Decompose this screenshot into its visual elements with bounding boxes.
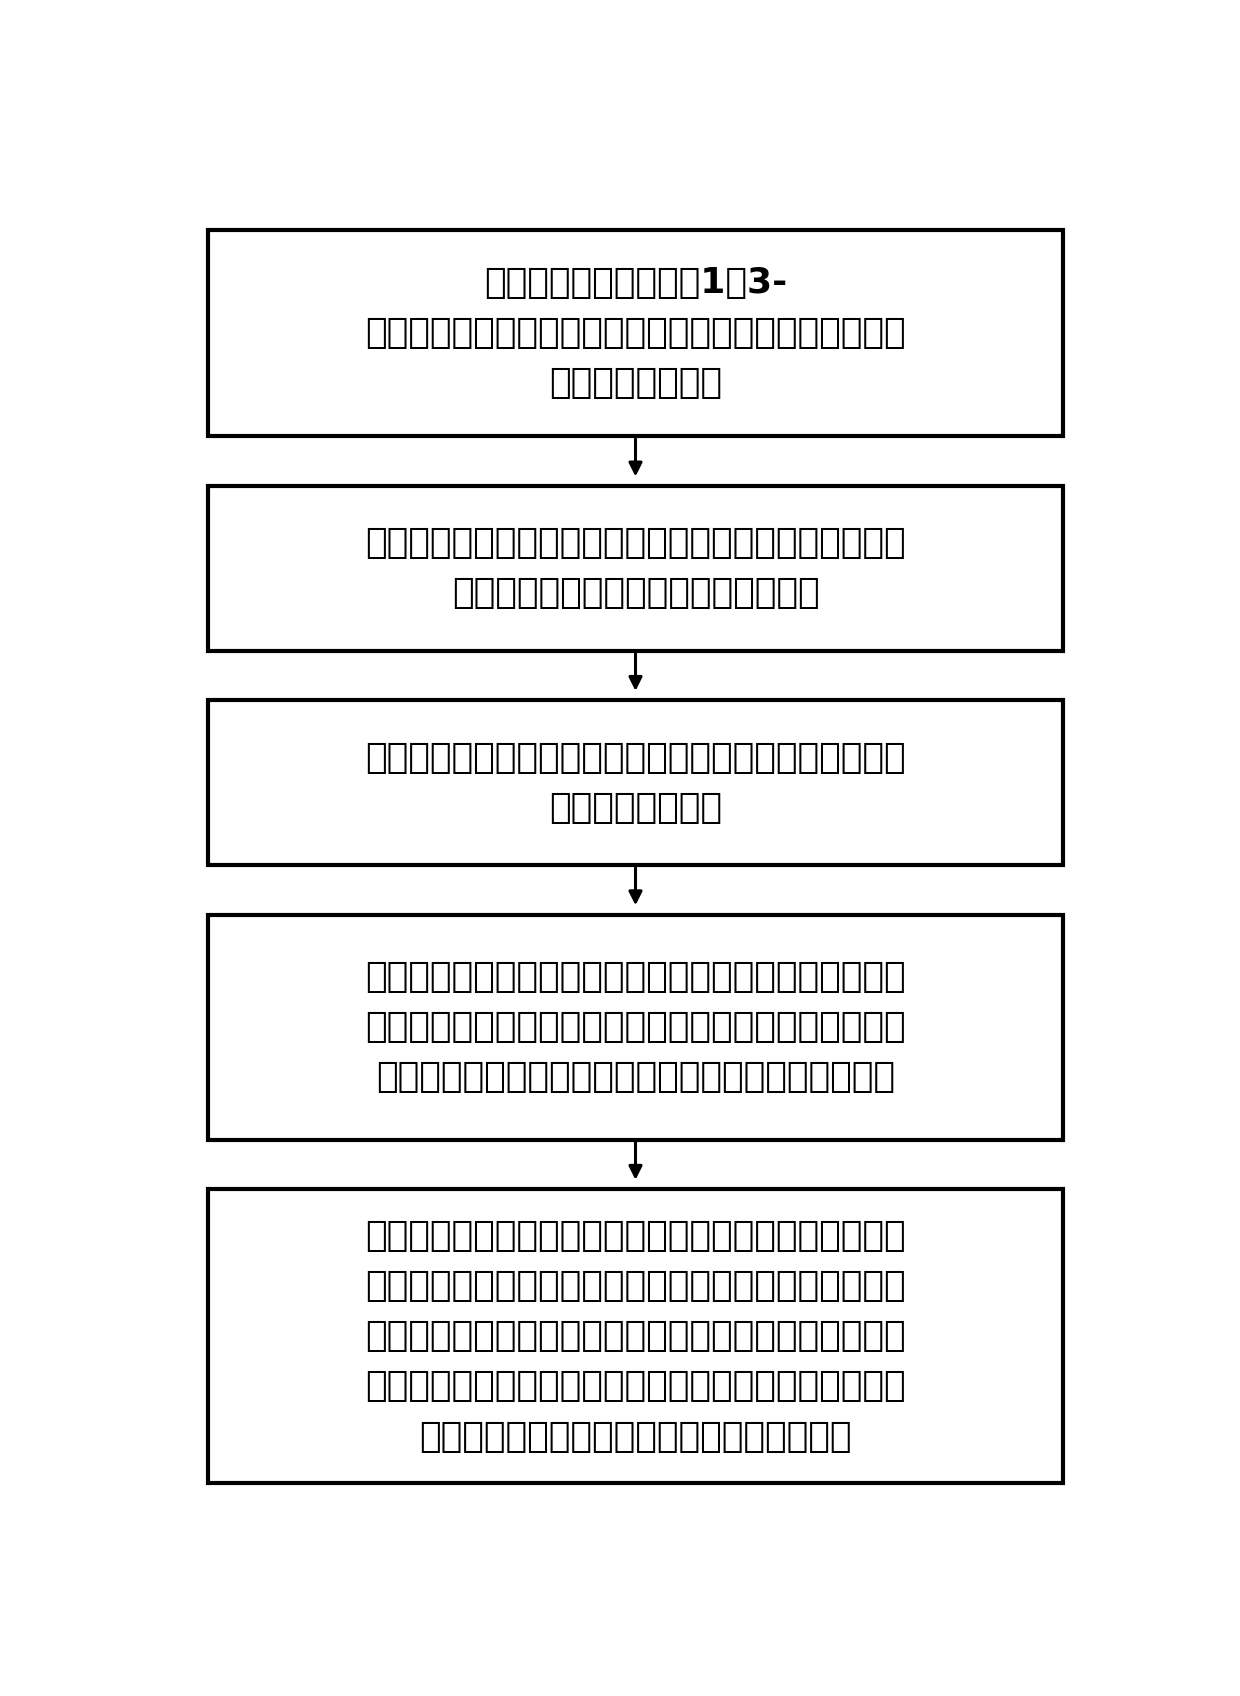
Bar [208,700,1063,865]
Bar [208,485,1063,651]
Text: 第二步、将聚合反应引发剂和第二锂盐，溢于易挥发的小
分子溶剂中，配制成聚合反应引发液；: 第二步、将聚合反应引发剂和第二锂盐，溢于易挥发的小 分子溶剂中，配制成聚合反应引… [366,526,905,611]
Text: 第一步、将聚合物单体1，3-
二氧戊环和第一锂盐，溢于易挥发的小分子溶剂中，配制
成第一混合溶液；: 第一步、将聚合物单体1，3- 二氧戊环和第一锂盐，溢于易挥发的小分子溶剂中，配制… [366,266,905,400]
Bar [208,229,1063,436]
Text: 第五步、将固态电解质溶液注入预先制备的尚未封口和未
注入电解液的固态锂离子电池中，然后将注液后的固态锂
离子电池放置于干燥气氛中负压静置进行原位反应，再进
行第: 第五步、将固态电解质溶液注入预先制备的尚未封口和未 注入电解液的固态锂离子电池中… [366,1219,905,1453]
Text: 第四步、按照预设的质量配比，将第一步获得的第一混合
溶液、第二步获得的聚合反应引发液与第三步获得的第二
混合溶液进行混合，搀拌均匀，获得固态电解质溶液；: 第四步、按照预设的质量配比，将第一步获得的第一混合 溶液、第二步获得的聚合反应引… [366,960,905,1094]
Bar [208,1189,1063,1484]
Bar [208,914,1063,1140]
Text: 第三步、将原硅酸四乙酯和第三锂盐，溢于甲酸中，配制
成第二混合溶液；: 第三步、将原硅酸四乙酯和第三锂盐，溢于甲酸中，配制 成第二混合溶液； [366,741,905,824]
